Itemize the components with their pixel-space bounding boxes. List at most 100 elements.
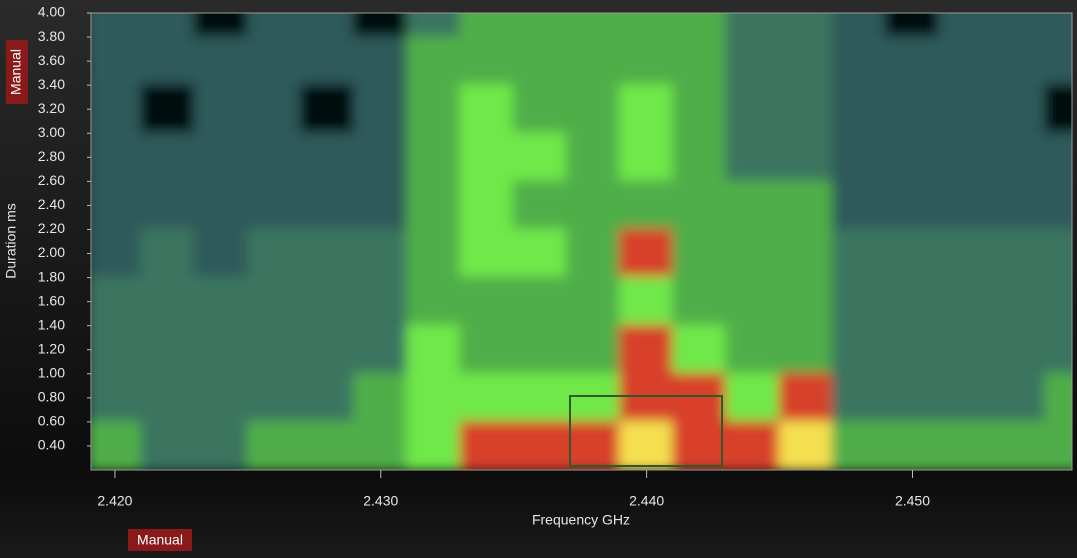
heatmap-cell [1044, 420, 1072, 470]
y-axis-label: Duration ms [3, 203, 19, 278]
y-tick-label: 0.60 [38, 413, 65, 429]
heatmap-cell [831, 276, 887, 327]
heatmap-cell [512, 228, 568, 279]
heatmap-cell [672, 228, 728, 279]
heatmap-cell [406, 324, 462, 375]
heatmap-cell [938, 180, 994, 231]
heatmap-cell [91, 372, 143, 423]
heatmap-cell [193, 228, 249, 279]
heatmap-cell [778, 372, 834, 423]
heatmap-cell [991, 276, 1047, 327]
heatmap-cell [512, 276, 568, 327]
heatmap-cell [831, 420, 887, 470]
heatmap-cell [246, 372, 303, 423]
heatmap-cell [565, 276, 622, 327]
heatmap-cell [778, 324, 834, 375]
heatmap-cell [193, 13, 249, 39]
heatmap-cell [512, 372, 568, 423]
heatmap-cell [246, 324, 303, 375]
heatmap-cell [406, 372, 462, 423]
y-tick-label: 0.80 [38, 389, 65, 405]
heatmap-cell [619, 36, 675, 87]
heatmap-cell [938, 420, 994, 470]
heatmap-cell [300, 13, 356, 39]
heatmap-cell [406, 276, 462, 327]
heatmap-cell [140, 84, 196, 135]
selection-box[interactable] [569, 395, 723, 467]
heatmap-cell [1044, 13, 1072, 39]
heatmap-cell [672, 13, 728, 39]
y-tick-label: 2.00 [38, 244, 65, 260]
heatmap-cell [459, 372, 515, 423]
heatmap-cell [831, 132, 887, 183]
x-mode-badge[interactable] [128, 529, 192, 551]
heatmap-cell [991, 13, 1047, 39]
heatmap-cell [565, 84, 622, 135]
heatmap-cell [778, 228, 834, 279]
heatmap-cell [831, 372, 887, 423]
y-tick-label: 3.20 [38, 100, 65, 116]
heatmap-cell [353, 84, 409, 135]
heatmap-cell [193, 276, 249, 327]
heatmap-cell [725, 420, 781, 470]
heatmap-cell [193, 372, 249, 423]
x-mode-label[interactable]: Manual [137, 532, 183, 548]
y-tick-label: 0.40 [38, 437, 65, 453]
y-tick-label: 2.20 [38, 220, 65, 236]
y-tick-label: 1.80 [38, 268, 65, 284]
heatmap-cell [1044, 84, 1072, 135]
heatmap-cell [140, 324, 196, 375]
heatmap-cell [672, 324, 728, 375]
heatmap-cell [565, 36, 622, 87]
heatmap-cell [884, 228, 941, 279]
heatmap-cell [300, 180, 356, 231]
heatmap-cell [193, 132, 249, 183]
heatmap-cell [619, 228, 675, 279]
heatmap-cell [246, 84, 303, 135]
heatmap-cell [565, 180, 622, 231]
heatmap-cell [140, 180, 196, 231]
y-tick-label: 1.40 [38, 316, 65, 332]
heatmap-cell [353, 180, 409, 231]
x-tick-label: 2.450 [895, 493, 930, 509]
heatmap-cell [619, 84, 675, 135]
heatmap-cell [140, 276, 196, 327]
y-tick-label: 3.40 [38, 76, 65, 92]
heatmap-cell [300, 372, 356, 423]
heatmap-cell [672, 276, 728, 327]
y-mode-label[interactable]: Manual [8, 49, 24, 95]
y-mode-badge[interactable] [6, 40, 28, 104]
heatmap-cell [884, 132, 941, 183]
heatmap-cell [246, 228, 303, 279]
heatmap-cell [459, 324, 515, 375]
y-tick-label: 1.00 [38, 364, 65, 380]
heatmap-cell [406, 84, 462, 135]
heatmap-cell [459, 13, 515, 39]
heatmap-cell [1044, 228, 1072, 279]
heatmap-cell [353, 36, 409, 87]
heatmap-cell [619, 372, 675, 423]
heatmap-cell [512, 13, 568, 39]
heatmap-cell [246, 132, 303, 183]
heatmap-cell [884, 180, 941, 231]
heatmap-cell [938, 372, 994, 423]
heatmap-cell [938, 36, 994, 87]
heatmap-cell [353, 228, 409, 279]
heatmap-cell [353, 276, 409, 327]
heatmap-cell [991, 84, 1047, 135]
heatmap-cell [725, 180, 781, 231]
x-tick-label: 2.440 [629, 493, 664, 509]
heatmap-cell [140, 372, 196, 423]
heatmap-cell [246, 420, 303, 470]
heatmap-cell [831, 84, 887, 135]
heatmap-cell [991, 324, 1047, 375]
heatmap-cell [246, 13, 303, 39]
heatmap-cell [300, 324, 356, 375]
heatmap-cell [565, 372, 622, 423]
heatmap-cell [91, 180, 143, 231]
heatmap-cell [938, 324, 994, 375]
heatmap-cell [140, 13, 196, 39]
heatmap-cell [459, 84, 515, 135]
heatmap-cell [91, 13, 143, 39]
